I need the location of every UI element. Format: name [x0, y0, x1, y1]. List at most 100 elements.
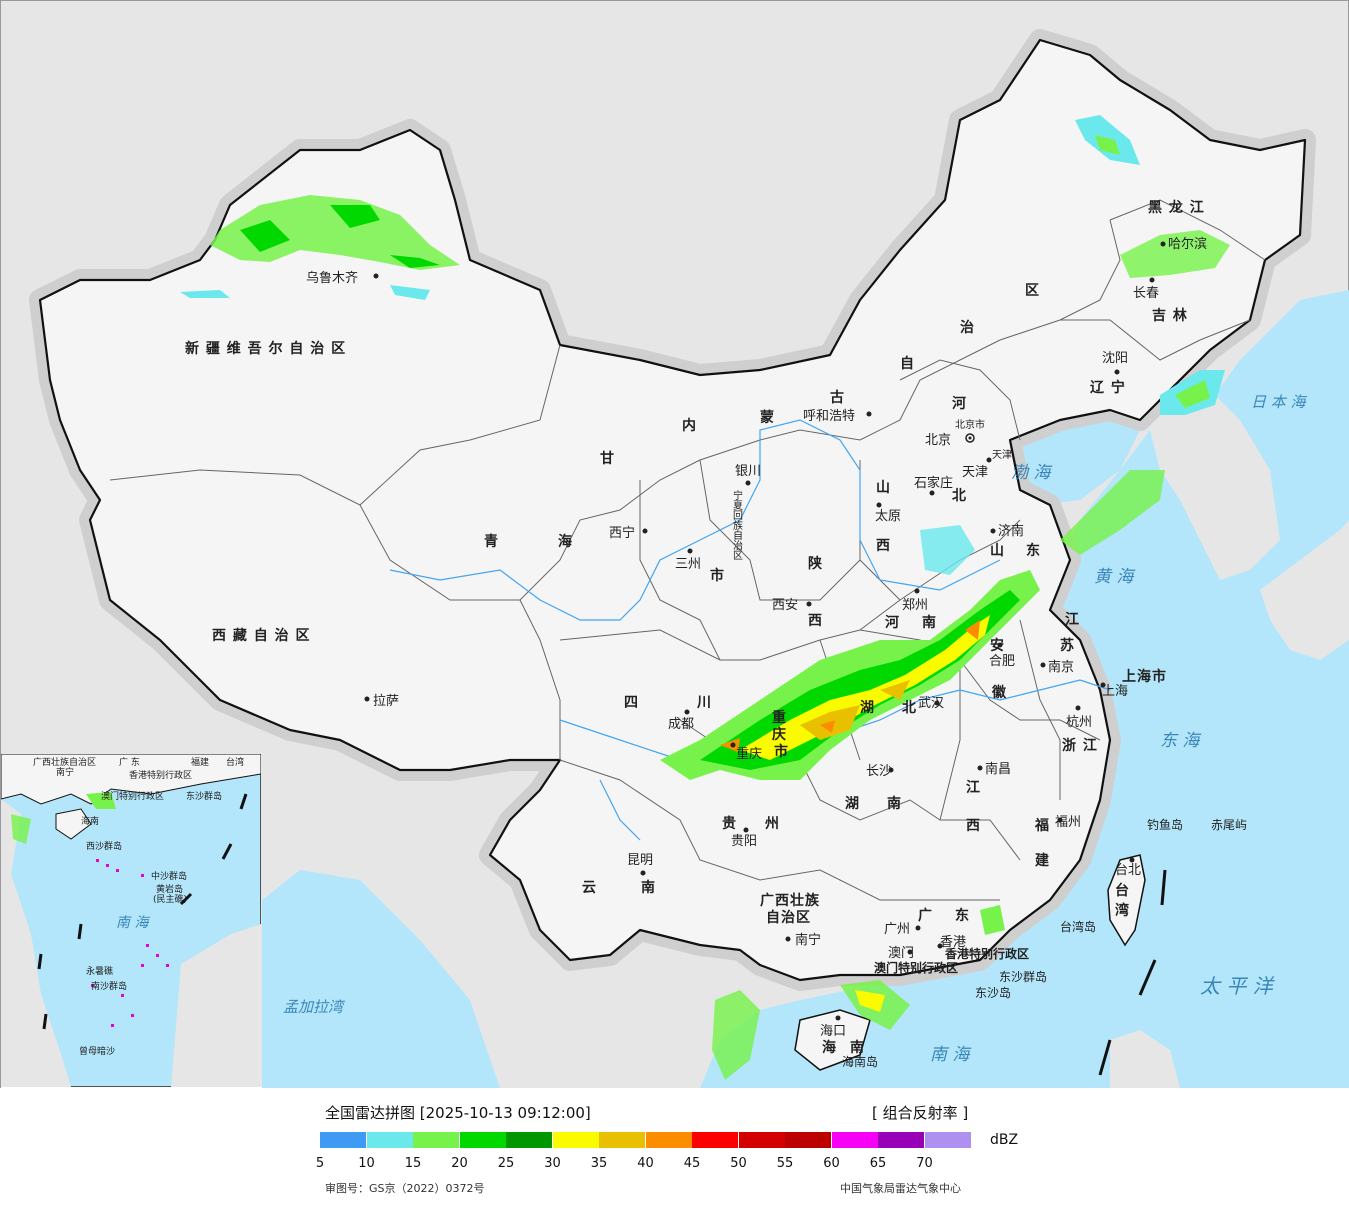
legend-unit: dBZ	[990, 1132, 1019, 1148]
city-tianjin: 天津	[962, 465, 988, 480]
city-hohhot: 呼和浩特	[803, 409, 855, 424]
label-chongqing-2: 庆	[772, 726, 787, 743]
scale-tick: 65	[869, 1156, 887, 1171]
label-macao-sar: 澳门特别行政区	[874, 960, 958, 975]
inset-macao: 澳门特别行政区	[101, 790, 164, 802]
island-hainan: 海南岛	[842, 1054, 878, 1069]
label-neimenggu-6: 区	[1025, 283, 1040, 299]
approval-number: 审图号：GS京（2022）0372号	[325, 1182, 485, 1195]
label-hk-sar: 香港特别行政区	[944, 946, 1029, 961]
color-swatch	[692, 1132, 738, 1148]
color-swatch	[506, 1132, 552, 1148]
label-neimenggu-3: 古	[830, 389, 845, 406]
label-hebei-1: 河	[952, 395, 967, 412]
label-sichuan-1: 四	[624, 695, 639, 711]
label-sichuan-2: 川	[696, 695, 712, 711]
color-swatch	[645, 1132, 692, 1148]
inset-dongsha: 东沙群岛	[186, 790, 222, 802]
label-jiangsu-1: 江	[1065, 611, 1080, 628]
label-xinjiang: 新 疆 维 吾 尔 自 治 区	[185, 340, 346, 357]
label-fujian-2: 建	[1035, 852, 1050, 869]
color-swatch	[459, 1132, 506, 1148]
scale-tick: 25	[497, 1156, 515, 1171]
scale-tick: 45	[683, 1156, 701, 1171]
bengal-sea	[262, 870, 500, 1088]
island-chiwei: 赤尾屿	[1211, 818, 1247, 832]
label-henan-1: 河	[885, 614, 900, 631]
label-neimenggu-1: 内	[682, 417, 697, 434]
label-tianjin-shi: 天津	[992, 449, 1012, 461]
city-urumqi: 乌鲁木齐	[306, 270, 358, 286]
color-swatch	[924, 1132, 971, 1148]
label-hunan-2: 南	[887, 795, 902, 812]
label-hebei-2: 北	[952, 488, 967, 504]
city-changsha: 长沙	[866, 764, 892, 779]
label-ningxia: 宁夏回族自治区	[731, 489, 743, 560]
label-shanxi-2: 西	[876, 538, 891, 554]
china-land	[38, 38, 1307, 982]
inset-fujian: 福建	[191, 756, 209, 768]
scale-tick: 10	[358, 1156, 375, 1171]
label-shanghai: 上海市	[1122, 668, 1167, 685]
city-chongqing: 重庆	[736, 746, 762, 762]
label-guizhou-2: 州	[764, 816, 780, 832]
city-hongkong: 香港	[940, 935, 966, 950]
label-jiangxi-1: 江	[966, 779, 981, 796]
hainan-land	[794, 1009, 871, 1071]
label-yunnan-2: 南	[641, 879, 656, 896]
city-lhasa: 拉萨	[373, 694, 399, 709]
scale-tick: 5	[315, 1156, 325, 1171]
label-qinghai-2: 海	[558, 533, 573, 550]
label-hunan-1: 湖	[845, 796, 860, 812]
korea-land	[1150, 395, 1280, 580]
inset-huangyan: 黄岩岛	[156, 883, 183, 895]
city-shanghai: 上海	[1102, 684, 1128, 699]
scale-tick: 50	[730, 1156, 747, 1171]
city-markers	[364, 241, 1166, 1021]
label-yunnan-1: 云	[582, 880, 597, 896]
label-chongqing-1: 重	[772, 709, 787, 726]
island-dongsha-islands: 东沙群岛	[999, 969, 1047, 984]
color-swatch	[738, 1132, 785, 1148]
sea-yellow: 黄 海	[1094, 567, 1136, 587]
city-macao: 澳门	[888, 945, 914, 961]
scale-tick: 40	[637, 1156, 654, 1171]
inset-yongshu: 永暑礁	[86, 965, 113, 977]
color-swatch	[831, 1132, 878, 1148]
legend: 全国雷达拼图 [2025-10-13 09:12:00] [ 组合反射率 ] d…	[0, 1088, 1349, 1208]
label-taiwan-2: 湾	[1115, 902, 1130, 919]
scale-tick: 35	[590, 1156, 608, 1171]
city-nanjing: 南京	[1048, 659, 1074, 675]
city-xian: 西安	[772, 598, 798, 613]
color-swatch	[785, 1132, 831, 1148]
city-shenyang: 沈阳	[1102, 351, 1128, 366]
label-shaanxi-2: 西	[808, 613, 823, 629]
label-guangxi-2: 自治区	[766, 909, 811, 926]
label-hainan-2: 南	[850, 1039, 865, 1056]
island-diaoyu: 钓鱼岛	[1147, 817, 1183, 832]
label-neimenggu-2: 蒙	[760, 409, 775, 426]
scale-tick: 30	[544, 1156, 561, 1171]
scale-tick: 70	[916, 1156, 933, 1171]
city-xining: 西宁	[609, 525, 635, 541]
city-guiyang: 贵阳	[731, 834, 757, 849]
inset-zhongsha: 中沙群岛	[151, 870, 187, 882]
inset-hk: 香港特别行政区	[129, 769, 192, 781]
sea-south: 南 海	[930, 1045, 972, 1065]
label-anhui-2: 徽	[991, 684, 1007, 701]
label-guizhou-1: 贵	[722, 815, 737, 832]
sea-east: 东 海	[1160, 731, 1202, 751]
color-swatch	[413, 1132, 459, 1148]
city-taipei: 台北	[1115, 863, 1141, 878]
color-swatch	[552, 1132, 599, 1148]
inset-xisha: 西沙群岛	[86, 840, 122, 852]
label-shandong-1: 山	[990, 543, 1005, 559]
label-guangdong-2: 东	[955, 907, 970, 924]
label-shanxi-1: 山	[876, 480, 891, 496]
color-swatch	[366, 1132, 413, 1148]
city-fuzhou: 福州	[1055, 815, 1081, 830]
city-jinan: 济南	[998, 523, 1024, 539]
label-beijing-shi: 北京市	[955, 418, 985, 431]
city-harbin: 哈尔滨	[1168, 236, 1207, 252]
label-shaanxi-1: 陕	[808, 555, 823, 572]
